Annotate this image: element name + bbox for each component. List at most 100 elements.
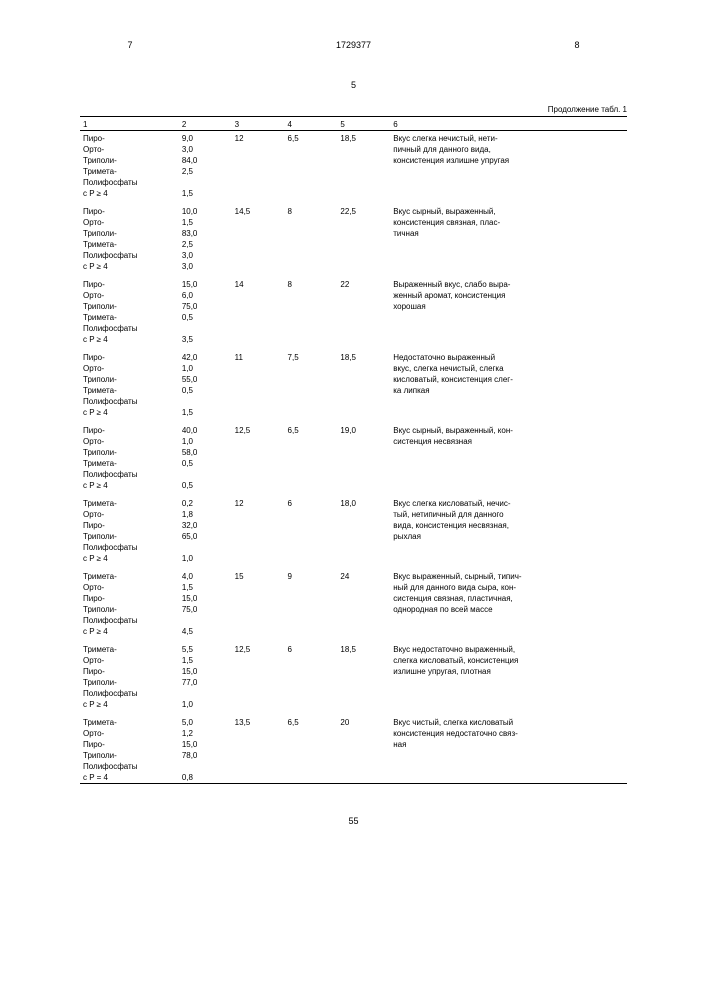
table-cell: 19,0 [337,418,390,436]
table-cell [285,261,338,272]
col-header-2: 2 [179,119,232,131]
table-cell [337,604,390,615]
table-cell: 15,0 [179,739,232,750]
table-cell [390,261,627,272]
table-cell [337,699,390,710]
header-row-cols: 1 2 3 4 5 6 [80,119,627,131]
table-cell: Вкус сырный, выраженный, кон- [390,418,627,436]
table-cell [232,553,285,564]
table-cell: 77,0 [179,677,232,688]
table-cell [179,469,232,480]
table-cell [232,301,285,312]
table-cell [390,334,627,345]
table-row: с P ≥ 41,0 [80,699,627,710]
table-cell: 6 [285,637,338,655]
table-cell [390,750,627,761]
table-cell [285,728,338,739]
table-cell: Вкус сырный, выраженный, [390,199,627,217]
table-cell: Орто- [80,655,179,666]
page-number-top: 5 [80,80,627,90]
table-cell [232,436,285,447]
table-cell [337,166,390,177]
page-number-bottom: 55 [80,816,627,826]
table-cell: Триполи- [80,750,179,761]
table-cell [285,436,338,447]
table-cell [390,250,627,261]
table-row: Полифосфаты3,0 [80,250,627,261]
table-cell [337,677,390,688]
table-cell: Вкус выраженный, сырный, типич- [390,564,627,582]
table-cell: 18,5 [337,345,390,363]
table-row: Триполи-83,0тичная [80,228,627,239]
table-cell [337,374,390,385]
table-cell: рыхлая [390,531,627,542]
table-row: Пиро-32,0вида, консистенция несвязная, [80,520,627,531]
table-cell: Триполи- [80,531,179,542]
table-cell [285,739,338,750]
table-row: Триполи-75,0хорошая [80,301,627,312]
table-cell [337,728,390,739]
table-cell [232,593,285,604]
table-cell [285,290,338,301]
table-cell [285,593,338,604]
table-cell [285,239,338,250]
table-cell: 1,0 [179,363,232,374]
table-cell [179,615,232,626]
table-cell: Триполи- [80,677,179,688]
table-cell: 3,5 [179,334,232,345]
table-cell [285,761,338,772]
table-cell: Триполи- [80,228,179,239]
table-cell: систенция несвязная [390,436,627,447]
table-cell: 22 [337,272,390,290]
table-cell: 18,0 [337,491,390,509]
table-row: Триполи-75,0однородная по всей массе [80,604,627,615]
table-cell [285,323,338,334]
table-cell: 12 [232,133,285,144]
table-cell [285,188,338,199]
table-cell [285,334,338,345]
table-cell: 4,5 [179,626,232,637]
table-row: Полифосфаты [80,469,627,480]
table-cell [337,750,390,761]
table-cell: Пиро- [80,593,179,604]
table-row: Полифосфаты [80,177,627,188]
table-cell [285,626,338,637]
table-cell [337,217,390,228]
table-cell [285,520,338,531]
table-cell: слегка кисловатый, консистенция [390,655,627,666]
table-row: Пиро-15,0излишне упругая, плотная [80,666,627,677]
table-row: с P = 40,8 [80,772,627,784]
table-cell: Полифосфаты [80,761,179,772]
table-cell [285,469,338,480]
table-cell [285,228,338,239]
table-cell: Триполи- [80,155,179,166]
table-cell: 11 [232,345,285,363]
table-cell [232,374,285,385]
table-cell [232,261,285,272]
table-cell [337,582,390,593]
table-cell: Тримета- [80,239,179,250]
table-row: Полифосфаты [80,542,627,553]
table-cell [232,604,285,615]
table-cell: Пиро- [80,418,179,436]
table-row: Триполи-84,0консистенция излишне упругая [80,155,627,166]
table-cell: 5,0 [179,710,232,728]
col-header-5: 5 [337,119,390,131]
table-cell: 75,0 [179,604,232,615]
table-row: Тримета-2,5 [80,239,627,250]
table-cell: 15,0 [179,666,232,677]
table-cell: Полифосфаты [80,615,179,626]
table-cell [285,155,338,166]
table-cell [337,553,390,564]
table-cell [337,177,390,188]
table-cell: тичная [390,228,627,239]
table-cell [390,542,627,553]
table-cell: 15 [232,564,285,582]
table-row: Орто-1,2консистенция недостаточно связ- [80,728,627,739]
table-cell: вида, консистенция несвязная, [390,520,627,531]
table-cell: Полифосфаты [80,396,179,407]
table-cell: 18,5 [337,637,390,655]
table-cell: 1,5 [179,407,232,418]
table-cell [337,666,390,677]
table-cell [232,239,285,250]
